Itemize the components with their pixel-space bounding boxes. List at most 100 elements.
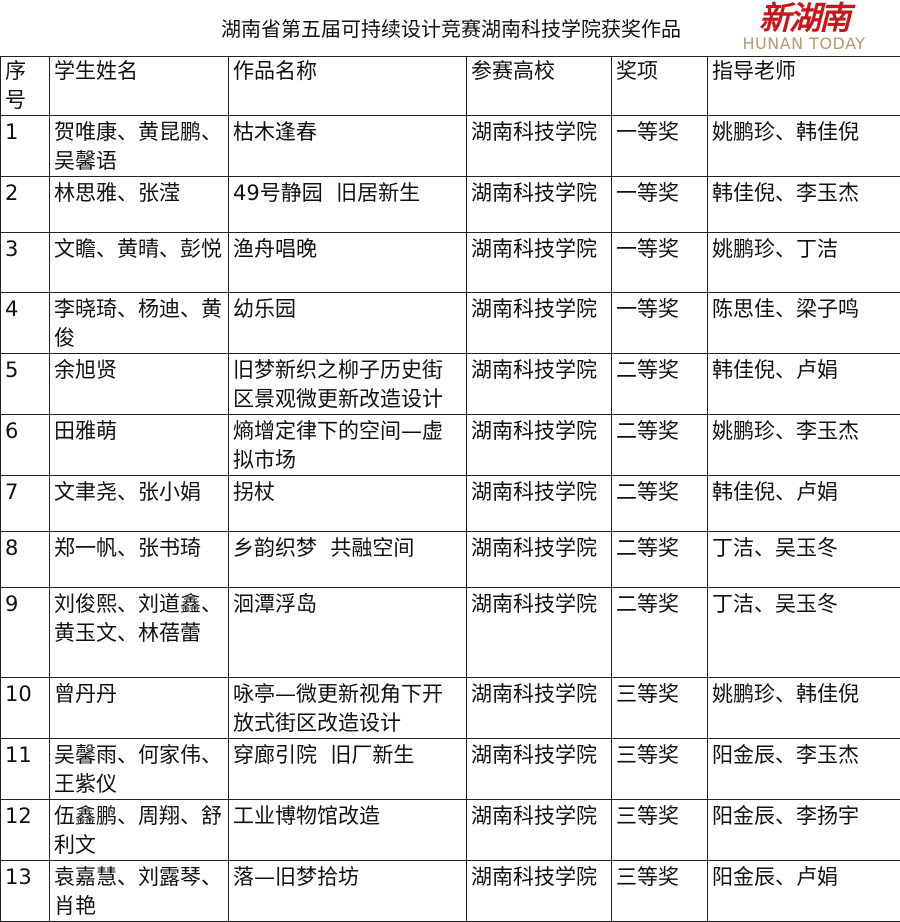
cell-school: 湖南科技学院 <box>467 739 612 800</box>
cell-advisors: 陈思佳、梁子鸣 <box>708 293 900 354</box>
cell-index: 1 <box>1 116 50 177</box>
cell-award: 二等奖 <box>612 415 708 476</box>
cell-award: 二等奖 <box>612 354 708 415</box>
cell-index: 6 <box>1 415 50 476</box>
cell-award: 一等奖 <box>612 233 708 293</box>
header-advisors: 指导老师 <box>708 57 900 116</box>
cell-students: 文瞻、黄晴、彭悦 <box>50 233 229 293</box>
cell-students: 文聿尧、张小娟 <box>50 476 229 532</box>
cell-students: 田雅萌 <box>50 415 229 476</box>
cell-index: 4 <box>1 293 50 354</box>
cell-students: 李晓琦、杨迪、黄俊 <box>50 293 229 354</box>
cell-students: 郑一帆、张书琦 <box>50 532 229 588</box>
cell-advisors: 姚鹏珍、李玉杰 <box>708 415 900 476</box>
cell-work: 乡韵织梦 共融空间 <box>229 532 467 588</box>
cell-index: 9 <box>1 588 50 678</box>
cell-index: 11 <box>1 739 50 800</box>
cell-index: 13 <box>1 861 50 922</box>
cell-students: 吴馨雨、何家伟、王紫仪 <box>50 739 229 800</box>
cell-work: 落—旧梦拾坊 <box>229 861 467 922</box>
header-school: 参赛高校 <box>467 57 612 116</box>
cell-advisors: 阳金辰、李扬宇 <box>708 800 900 861</box>
cell-index: 12 <box>1 800 50 861</box>
cell-students: 余旭贤 <box>50 354 229 415</box>
cell-work: 渔舟唱晚 <box>229 233 467 293</box>
cell-students: 刘俊熙、刘道鑫、黄玉文、林蓓蕾 <box>50 588 229 678</box>
cell-school: 湖南科技学院 <box>467 532 612 588</box>
header-students: 学生姓名 <box>50 57 229 116</box>
cell-school: 湖南科技学院 <box>467 678 612 739</box>
cell-advisors: 韩佳倪、李玉杰 <box>708 177 900 233</box>
header-row: 序号 学生姓名 作品名称 参赛高校 奖项 指导老师 <box>1 57 900 116</box>
cell-work: 幼乐园 <box>229 293 467 354</box>
cell-advisors: 姚鹏珍、韩佳倪 <box>708 678 900 739</box>
cell-index: 2 <box>1 177 50 233</box>
cell-advisors: 姚鹏珍、丁洁 <box>708 233 900 293</box>
cell-advisors: 姚鹏珍、韩佳倪 <box>708 116 900 177</box>
cell-work: 熵增定律下的空间—虚拟市场 <box>229 415 467 476</box>
cell-school: 湖南科技学院 <box>467 233 612 293</box>
cell-work: 咏亭—微更新视角下开放式街区改造设计 <box>229 678 467 739</box>
cell-award: 二等奖 <box>612 532 708 588</box>
cell-advisors: 阳金辰、卢娟 <box>708 861 900 922</box>
header-index: 序号 <box>1 57 50 116</box>
cell-work: 旧梦新织之柳子历史街区景观微更新改造设计 <box>229 354 467 415</box>
cell-work: 49号静园 旧居新生 <box>229 177 467 233</box>
cell-advisors: 丁洁、吴玉冬 <box>708 532 900 588</box>
cell-index: 8 <box>1 532 50 588</box>
cell-school: 湖南科技学院 <box>467 588 612 678</box>
cell-school: 湖南科技学院 <box>467 177 612 233</box>
cell-school: 湖南科技学院 <box>467 800 612 861</box>
cell-work: 工业博物馆改造 <box>229 800 467 861</box>
cell-advisors: 韩佳倪、卢娟 <box>708 476 900 532</box>
cell-award: 二等奖 <box>612 476 708 532</box>
cell-award: 三等奖 <box>612 861 708 922</box>
cell-students: 伍鑫鹏、周翔、舒利文 <box>50 800 229 861</box>
cell-school: 湖南科技学院 <box>467 415 612 476</box>
cell-school: 湖南科技学院 <box>467 476 612 532</box>
header-award: 奖项 <box>612 57 708 116</box>
cell-award: 三等奖 <box>612 800 708 861</box>
cell-work: 洄潭浮岛 <box>229 588 467 678</box>
cell-index: 10 <box>1 678 50 739</box>
cell-advisors: 丁洁、吴玉冬 <box>708 588 900 678</box>
table-title: 湖南省第五届可持续设计竞赛湖南科技学院获奖作品 <box>1 0 900 57</box>
cell-index: 5 <box>1 354 50 415</box>
cell-school: 湖南科技学院 <box>467 116 612 177</box>
cell-index: 3 <box>1 233 50 293</box>
cell-award: 一等奖 <box>612 293 708 354</box>
cell-students: 林思雅、张滢 <box>50 177 229 233</box>
cell-index: 7 <box>1 476 50 532</box>
cell-advisors: 阳金辰、李玉杰 <box>708 739 900 800</box>
cell-award: 一等奖 <box>612 177 708 233</box>
cell-work: 拐杖 <box>229 476 467 532</box>
cell-school: 湖南科技学院 <box>467 354 612 415</box>
cell-students: 贺唯康、黄昆鹏、吴馨语 <box>50 116 229 177</box>
cell-students: 袁嘉慧、刘露琴、肖艳 <box>50 861 229 922</box>
header-work: 作品名称 <box>229 57 467 116</box>
cell-students: 曾丹丹 <box>50 678 229 739</box>
cell-school: 湖南科技学院 <box>467 293 612 354</box>
cell-work: 穿廊引院 旧厂新生 <box>229 739 467 800</box>
cell-award: 三等奖 <box>612 678 708 739</box>
cell-award: 二等奖 <box>612 588 708 678</box>
cell-work: 枯木逢春 <box>229 116 467 177</box>
cell-advisors: 韩佳倪、卢娟 <box>708 354 900 415</box>
cell-school: 湖南科技学院 <box>467 861 612 922</box>
cell-award: 一等奖 <box>612 116 708 177</box>
cell-award: 三等奖 <box>612 739 708 800</box>
